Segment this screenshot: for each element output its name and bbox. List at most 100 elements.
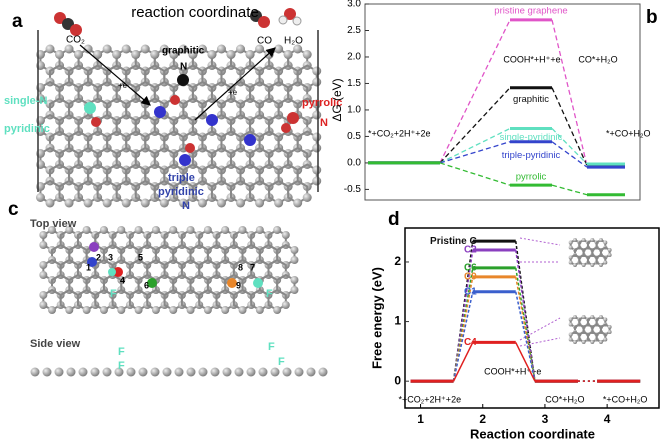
atom xyxy=(294,367,304,377)
label: N xyxy=(180,62,187,73)
atom xyxy=(293,198,303,208)
y-axis-label: ΔG (eV) xyxy=(330,78,344,121)
atom xyxy=(603,317,608,322)
atom xyxy=(169,306,178,314)
fluorine-label: F xyxy=(278,356,285,368)
atom xyxy=(131,50,141,59)
atom xyxy=(312,77,322,87)
atom xyxy=(607,248,612,252)
atom xyxy=(186,306,195,314)
series-label: Pristine C xyxy=(430,236,477,247)
y-tick-label: 1 xyxy=(394,314,401,328)
atom xyxy=(93,50,103,59)
arrow xyxy=(194,47,276,121)
panel-letter: a xyxy=(12,11,23,32)
atom xyxy=(581,315,586,319)
atom xyxy=(568,255,573,260)
atom xyxy=(90,367,100,377)
y-tick-label: 0.5 xyxy=(347,131,361,142)
atom xyxy=(581,340,586,344)
atom xyxy=(236,198,246,208)
atom xyxy=(293,44,303,54)
connector xyxy=(452,267,474,382)
lattice-layer xyxy=(30,44,328,377)
state-label: CO*+H₂O xyxy=(545,394,584,404)
atom xyxy=(312,132,322,142)
atom xyxy=(151,306,160,314)
connector xyxy=(452,342,474,382)
atom xyxy=(573,238,577,242)
atom xyxy=(159,198,169,208)
atom xyxy=(138,367,148,377)
series-label: C9 xyxy=(464,272,477,283)
connector xyxy=(452,291,474,382)
site-number: 4 xyxy=(120,275,125,285)
atom xyxy=(598,263,603,267)
site-number: 2 xyxy=(96,252,101,262)
atom xyxy=(306,367,316,377)
connector xyxy=(439,162,511,186)
y-tick-label: 2.5 xyxy=(347,25,361,36)
atom xyxy=(234,367,244,377)
atom xyxy=(48,226,56,234)
label: pyridinic xyxy=(4,123,50,135)
atom xyxy=(197,44,207,54)
atom xyxy=(238,226,247,234)
connector xyxy=(551,87,588,166)
atom xyxy=(64,44,74,54)
atom xyxy=(102,198,112,208)
label: triple xyxy=(168,172,195,184)
label: graphitic xyxy=(162,46,205,57)
atom xyxy=(30,367,40,377)
connector xyxy=(551,128,588,165)
site-number: 5 xyxy=(138,252,143,262)
atom xyxy=(598,315,603,319)
atom xyxy=(35,193,45,202)
atom xyxy=(39,291,48,299)
atom xyxy=(607,325,612,329)
label: pyrrolic xyxy=(302,97,342,109)
panel-letter: b xyxy=(646,7,658,28)
x-axis-label: Reaction coordinate xyxy=(470,426,595,441)
atom xyxy=(55,50,65,59)
atom xyxy=(150,50,160,59)
atom xyxy=(568,317,573,322)
atom xyxy=(134,226,143,234)
site-atoms xyxy=(87,242,263,288)
atom xyxy=(121,198,131,208)
atom xyxy=(82,306,91,314)
atom xyxy=(318,367,328,377)
atom xyxy=(39,261,48,269)
atom xyxy=(274,44,284,54)
atom xyxy=(590,315,595,319)
atom xyxy=(573,315,577,319)
atom xyxy=(188,50,198,59)
label: pyridinic xyxy=(158,186,204,198)
atom xyxy=(210,367,220,377)
series-label: pristine graphene xyxy=(494,5,567,16)
atom xyxy=(273,226,282,234)
atom xyxy=(66,367,76,377)
atom xyxy=(112,50,122,59)
connector xyxy=(439,141,511,164)
state-label: *+CO+H₂O xyxy=(603,394,648,404)
series-label: pyrrolic xyxy=(516,172,547,183)
atom xyxy=(255,226,264,234)
atom xyxy=(573,263,577,267)
atom xyxy=(74,50,84,59)
y-tick-label: 2.0 xyxy=(347,52,361,63)
atom xyxy=(114,367,124,377)
atom xyxy=(590,238,595,242)
fluorine-label: F xyxy=(268,341,275,353)
atom xyxy=(568,332,573,337)
atom xyxy=(162,367,172,377)
atom xyxy=(140,44,150,54)
atom xyxy=(39,241,48,249)
atom xyxy=(568,260,573,265)
atom xyxy=(226,50,236,59)
connector xyxy=(551,184,588,196)
label: H₂O xyxy=(284,36,303,47)
atom xyxy=(186,367,196,377)
atom xyxy=(203,306,212,314)
series-label: C4 xyxy=(464,337,477,348)
